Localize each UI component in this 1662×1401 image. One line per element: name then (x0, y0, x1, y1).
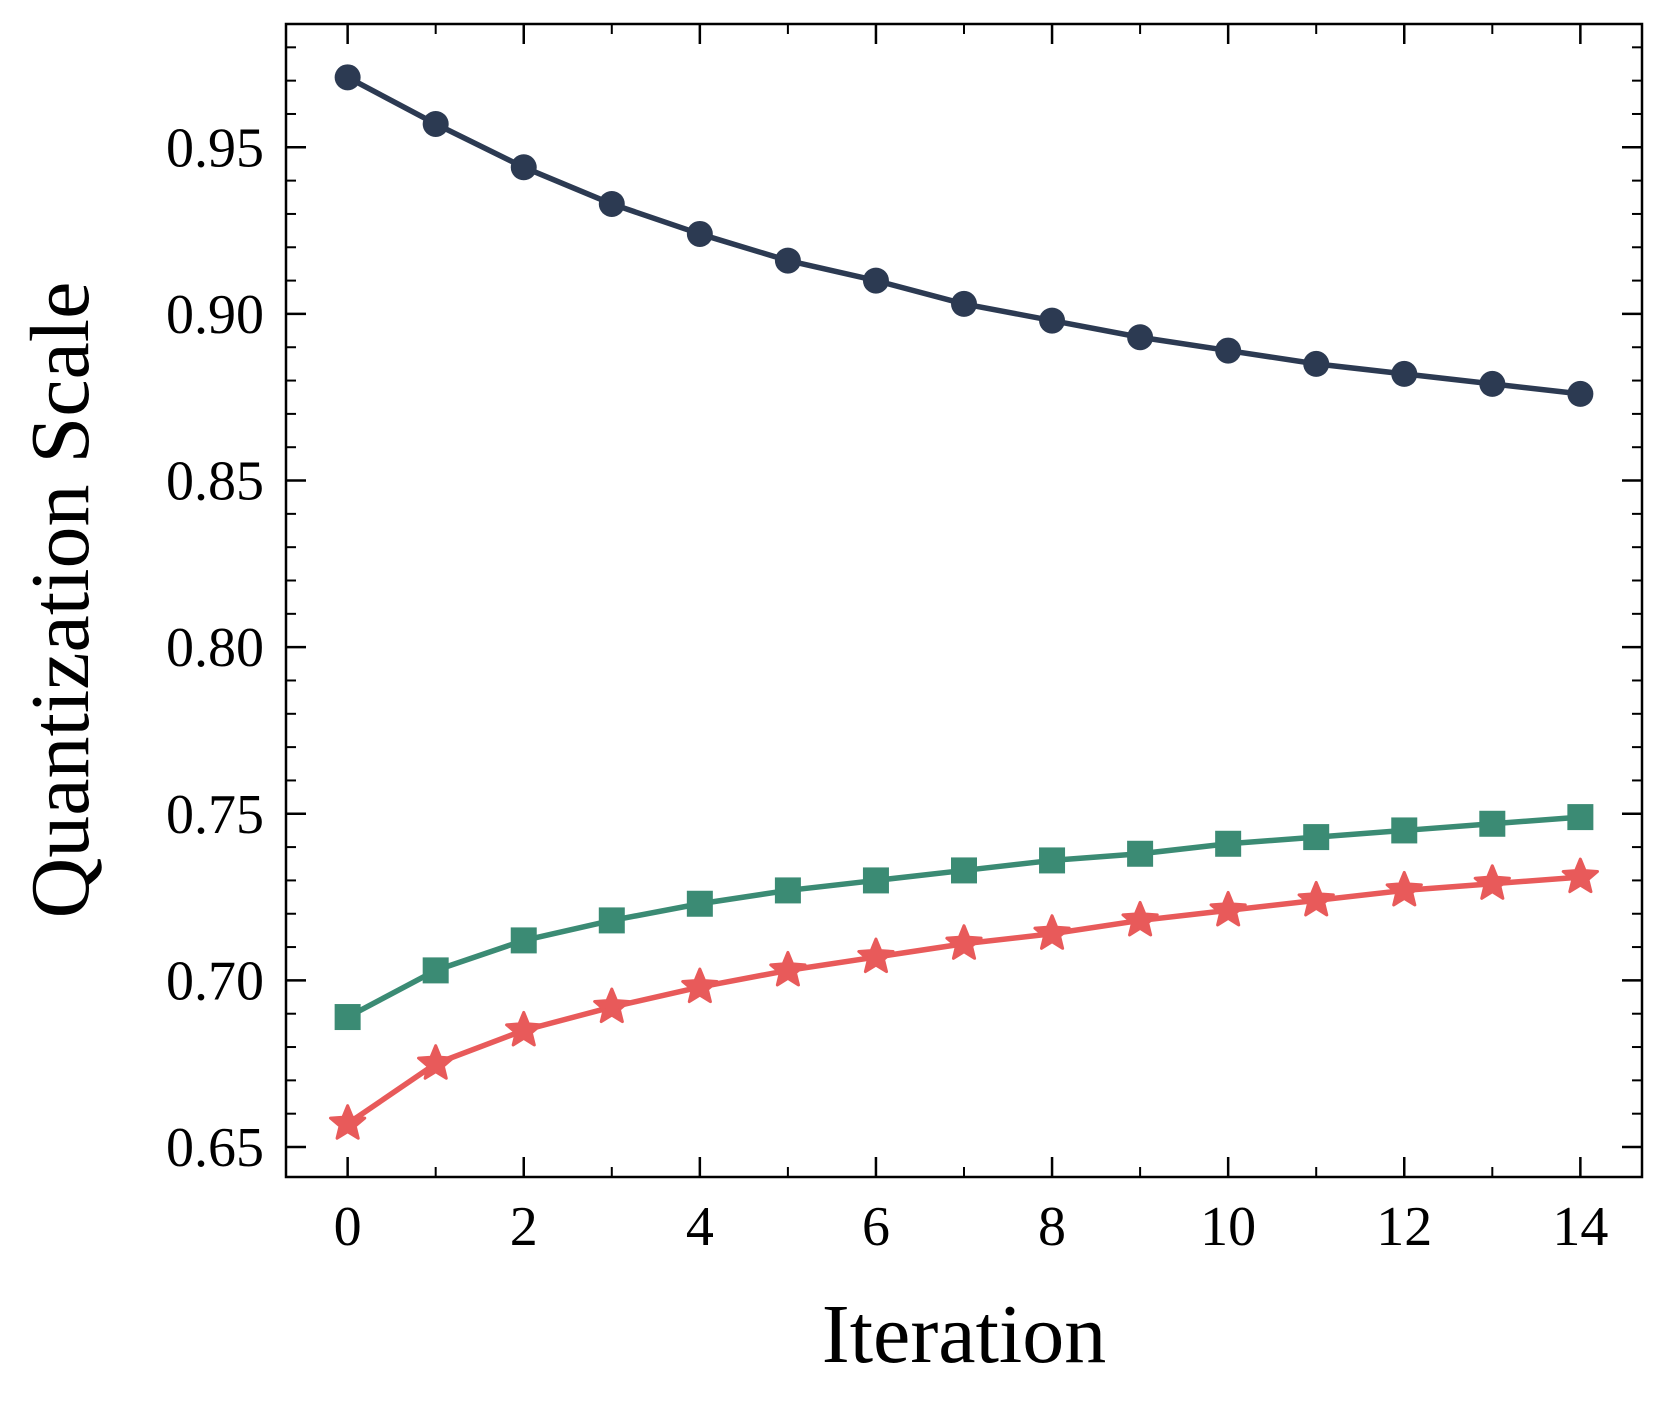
data-point-square (1039, 847, 1066, 874)
plot-frame (284, 22, 1644, 1179)
x-tick-label: 12 (1376, 1196, 1432, 1258)
x-tick-label: 0 (334, 1196, 362, 1258)
x-tick-label: 4 (686, 1196, 714, 1258)
data-point-circle (862, 267, 889, 294)
data-point-square (1391, 817, 1418, 844)
x-axis-title: Iteration (822, 1288, 1107, 1381)
data-point-circle (1479, 370, 1506, 397)
y-tick-label: 0.90 (166, 284, 264, 346)
y-tick-label: 0.65 (166, 1117, 264, 1179)
data-point-square (422, 957, 449, 984)
data-point-circle (1215, 337, 1242, 364)
series-star-line (346, 874, 1581, 1126)
data-point-circle (422, 110, 449, 137)
data-point-square (686, 890, 713, 917)
y-tick-label: 0.85 (166, 451, 264, 513)
data-point-square (862, 867, 889, 894)
data-point-star (1473, 864, 1511, 900)
y-tick-label: 0.75 (166, 784, 264, 846)
x-tick-label: 14 (1552, 1196, 1608, 1258)
data-point-star (1297, 880, 1335, 917)
series-layer (329, 64, 1599, 1140)
data-point-square (951, 857, 977, 884)
data-point-star (505, 1010, 543, 1047)
data-point-star (1121, 900, 1159, 937)
data-point-star (1385, 870, 1423, 907)
data-point-square (1567, 804, 1594, 831)
data-point-square (1127, 840, 1154, 867)
x-tick-label: 2 (510, 1196, 538, 1258)
data-point-star (769, 950, 807, 987)
data-point-square (774, 877, 801, 904)
data-point-circle (1303, 350, 1330, 377)
series-star (329, 857, 1599, 1140)
data-point-square (1303, 824, 1330, 851)
series-square-line (346, 814, 1581, 1020)
data-point-star (857, 937, 895, 974)
data-point-star (681, 967, 719, 1004)
data-point-circle (334, 64, 361, 91)
data-point-star (417, 1044, 455, 1080)
data-point-circle (951, 290, 977, 317)
y-tick-label: 0.95 (166, 117, 264, 179)
data-point-square (1215, 830, 1242, 857)
y-tick-label: 0.80 (166, 617, 264, 679)
x-tick-label: 10 (1200, 1196, 1256, 1258)
x-tick-label: 8 (1038, 1196, 1066, 1258)
y-tick-label: 0.70 (166, 950, 264, 1012)
data-point-square (598, 907, 625, 934)
data-point-star (1209, 890, 1247, 927)
data-point-circle (1127, 324, 1154, 351)
data-point-circle (1567, 380, 1594, 407)
data-point-star (329, 1104, 367, 1140)
data-point-circle (598, 190, 625, 217)
data-point-circle (1039, 307, 1066, 334)
data-point-circle (686, 220, 713, 247)
series-circle (334, 64, 1594, 407)
data-point-star (1033, 914, 1071, 950)
data-point-circle (510, 154, 537, 181)
series-square (334, 804, 1594, 1031)
data-point-star (1561, 857, 1599, 894)
data-point-star (593, 987, 631, 1024)
data-point-square (334, 1004, 361, 1031)
x-axis: 0 2 4 6 8 10 12 14 (334, 24, 1608, 1258)
y-axis-title: Quantization Scale (14, 282, 107, 919)
data-point-square (1479, 810, 1506, 837)
data-point-star (945, 924, 983, 960)
data-point-square (510, 927, 537, 954)
series-circle-line (346, 74, 1581, 397)
data-point-circle (774, 247, 801, 274)
data-point-circle (1391, 360, 1418, 387)
y-axis: 0.65 0.70 0.75 0.80 0.85 0.90 0.95 (166, 46, 1642, 1179)
x-tick-label: 6 (862, 1196, 890, 1258)
